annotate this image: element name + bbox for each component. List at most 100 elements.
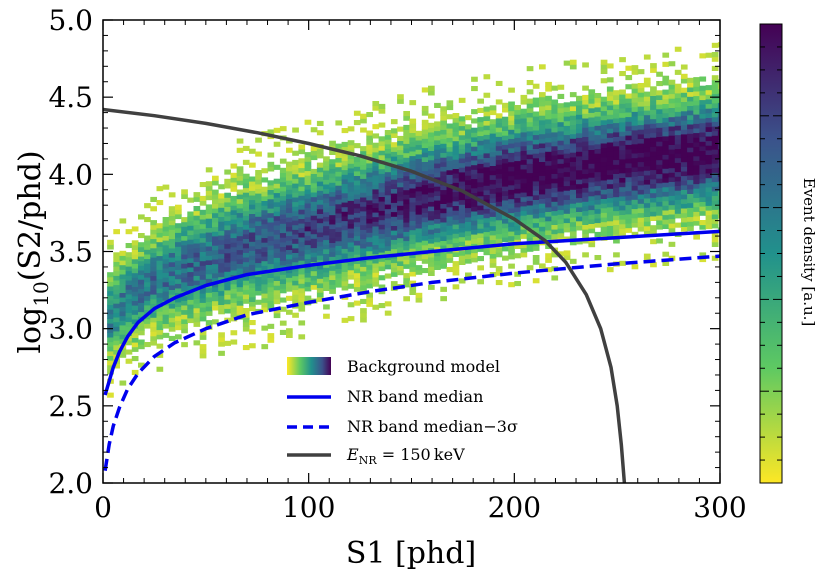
heatmap-cell	[378, 108, 386, 114]
heatmap-cell	[212, 291, 219, 297]
heatmap-cell	[668, 116, 676, 122]
heatmap-cell	[532, 134, 540, 140]
heatmap-cell	[699, 122, 707, 128]
heatmap-cell	[458, 218, 466, 224]
heatmap-cell	[440, 263, 447, 269]
heatmap-cell	[409, 141, 417, 147]
heatmap-cell	[446, 137, 454, 143]
heatmap-cell	[224, 271, 231, 277]
heatmap-cell	[637, 166, 645, 172]
heatmap-cell	[162, 286, 170, 292]
heatmap-cell	[378, 145, 386, 151]
heatmap-cell	[613, 164, 620, 170]
heatmap-cell	[569, 221, 577, 227]
heatmap-cell	[582, 136, 589, 142]
heatmap-cell	[680, 152, 688, 158]
heatmap-cell	[372, 165, 380, 171]
heatmap-cell	[218, 276, 225, 282]
heatmap-cell	[341, 174, 349, 180]
heatmap-cell	[144, 203, 151, 209]
heatmap-cell	[489, 235, 497, 241]
heatmap-cell	[717, 111, 720, 117]
heatmap-cell	[656, 206, 663, 212]
heatmap-cell	[680, 134, 688, 140]
heatmap-cell	[619, 140, 626, 146]
heatmap-cell	[397, 242, 404, 248]
heatmap-cell	[421, 193, 429, 199]
heatmap-cell	[261, 228, 269, 234]
heatmap-cell	[212, 208, 219, 214]
heatmap-cell	[415, 177, 423, 183]
heatmap-cell	[125, 298, 133, 304]
heatmap-cell	[150, 326, 157, 332]
heatmap-cell	[329, 191, 336, 197]
heatmap-cell	[693, 179, 700, 185]
heatmap-cell	[230, 182, 238, 188]
heatmap-cell	[341, 271, 349, 277]
heatmap-cell	[576, 123, 583, 129]
heatmap-cell	[582, 196, 589, 202]
heatmap-cell	[508, 120, 515, 126]
heatmap-cell	[292, 243, 299, 249]
heatmap-cell	[230, 219, 238, 225]
heatmap-cell	[428, 155, 435, 161]
heatmap-cell	[403, 263, 410, 269]
heatmap-cell	[236, 300, 244, 306]
heatmap-cell	[403, 273, 410, 279]
heatmap-cell	[353, 245, 361, 251]
heatmap-cell	[619, 149, 626, 155]
heatmap-cell	[205, 195, 213, 201]
heatmap-cell	[421, 268, 429, 274]
y-axis-label: log10(S2/phd)	[13, 150, 53, 353]
heatmap-cell	[508, 189, 515, 195]
heatmap-cell	[569, 92, 577, 98]
heatmap-cell	[674, 83, 682, 89]
heatmap-cell	[353, 189, 361, 195]
heatmap-cell	[323, 248, 330, 254]
heatmap-cell	[458, 250, 466, 256]
heatmap-cell	[588, 168, 596, 174]
heatmap-cell	[304, 295, 312, 301]
heatmap-cell	[495, 192, 503, 198]
heatmap-cell	[181, 235, 188, 241]
heatmap-cell	[514, 243, 521, 249]
heatmap-cell	[119, 352, 127, 358]
heatmap-cell	[403, 217, 410, 223]
heatmap-cell	[563, 111, 571, 117]
heatmap-cell	[273, 188, 281, 194]
heatmap-cell	[680, 198, 688, 204]
heatmap-cell	[662, 191, 670, 197]
heatmap-cell	[144, 240, 151, 246]
heatmap-cell	[113, 349, 120, 355]
heatmap-cell	[631, 176, 639, 182]
heatmap-cell	[508, 221, 515, 227]
heatmap-cell	[489, 188, 497, 194]
heatmap-cell	[582, 201, 589, 207]
heatmap-cell	[236, 147, 244, 153]
heatmap-cell	[335, 176, 343, 182]
heatmap-cell	[415, 130, 423, 136]
heatmap-cell	[452, 233, 460, 239]
heatmap-cell	[569, 138, 577, 144]
heatmap-cell	[415, 195, 423, 201]
heatmap-cell	[495, 219, 503, 225]
heatmap-cell	[168, 298, 176, 304]
heatmap-cell	[261, 200, 269, 206]
heatmap-cell	[353, 166, 361, 172]
heatmap-cell	[329, 233, 336, 239]
heatmap-cell	[267, 208, 275, 214]
heatmap-cell	[514, 197, 521, 203]
heatmap-cell	[193, 261, 201, 267]
heatmap-cell	[366, 139, 373, 145]
heatmap-cell	[650, 197, 657, 203]
heatmap-cell	[366, 260, 373, 266]
heatmap-cell	[138, 214, 145, 220]
heatmap-cell	[107, 341, 114, 347]
heatmap-cell	[335, 162, 343, 168]
heatmap-cell	[341, 155, 349, 161]
heatmap-cell	[162, 309, 170, 315]
heatmap-cell	[181, 314, 188, 320]
heatmap-cell	[175, 311, 182, 317]
heatmap-cell	[458, 139, 466, 145]
heatmap-cell	[304, 221, 312, 227]
